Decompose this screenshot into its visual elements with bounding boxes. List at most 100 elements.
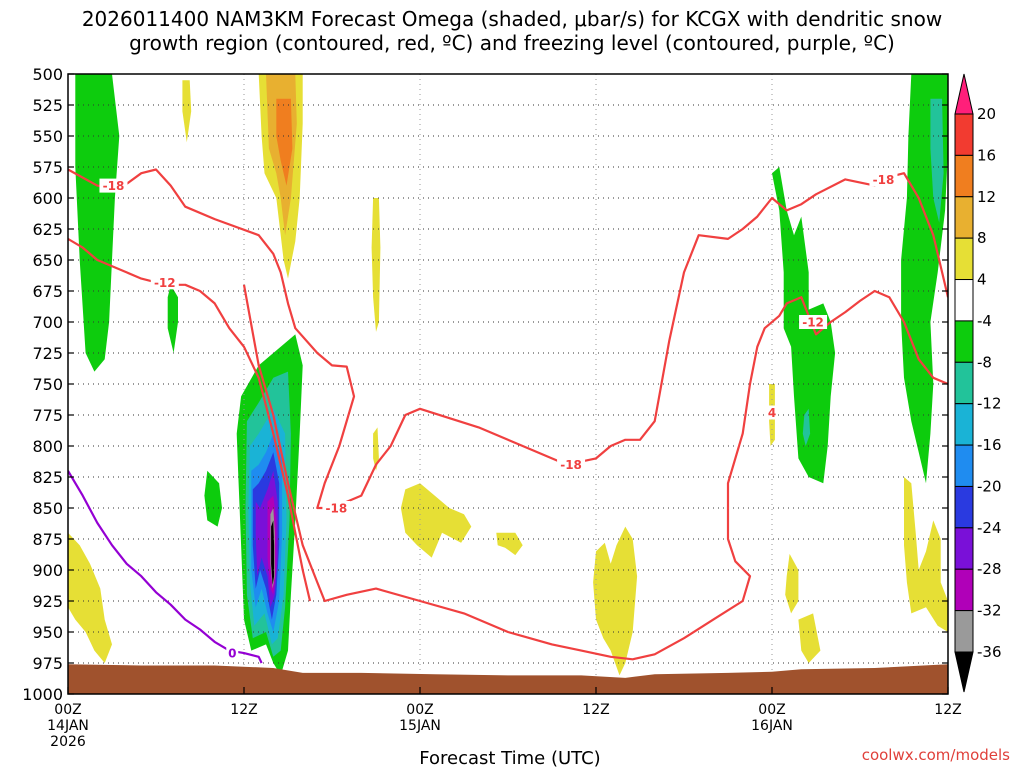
y-tick-label: 900 <box>32 561 63 580</box>
colorbar-label: 12 <box>977 188 996 206</box>
contour-label: -12 <box>154 276 176 290</box>
colorbar-swatch <box>954 568 974 612</box>
y-tick-label: 925 <box>32 592 63 611</box>
grid <box>68 74 948 694</box>
colorbar-swatch <box>954 237 974 281</box>
y-tick-label: 775 <box>32 406 63 425</box>
y-tick-label: 525 <box>32 96 63 115</box>
x-tick-label: 12Z <box>230 702 257 718</box>
x-tick-label: 14JAN <box>47 718 89 734</box>
y-axis: 500 525 550 575 600 625 650 675 700 725 750 775 800 8… <box>22 65 948 704</box>
chart-title-line2: growth region (contoured, red, ºC) and f… <box>129 31 895 55</box>
colorbar-label: -36 <box>977 643 1002 661</box>
contour-label-bg <box>226 646 239 661</box>
omega-pos4-b <box>371 198 381 332</box>
x-tick-label: 12Z <box>934 702 961 718</box>
contour-label-bg <box>557 457 586 472</box>
omega-pos4-j <box>798 613 821 663</box>
y-tick-label: 700 <box>32 313 63 332</box>
contour-label-bg <box>322 501 351 515</box>
credit-text: coolwx.com/models <box>862 746 1010 764</box>
colorbar-swatch <box>954 361 974 405</box>
colorbar-swatch <box>954 527 974 570</box>
colorbar-label: -28 <box>977 560 1002 578</box>
contour-dendritic-18-b <box>242 284 948 661</box>
contour-dendritic-12 <box>68 237 312 602</box>
y-tick-label: 550 <box>32 127 63 146</box>
omega-neg4-left-column <box>75 74 120 372</box>
omega-pos4-f <box>593 526 638 676</box>
colorbar-label: 16 <box>977 146 996 164</box>
omega-neg4-small-a <box>167 284 178 353</box>
colorbar: 20 16 12 8 4 -4 -8 -12 -16 -20 -24 -28 -32 -36 <box>954 73 1002 693</box>
y-tick-label: 725 <box>32 344 63 363</box>
contour-label: -18 <box>103 179 125 193</box>
y-tick-label: 500 <box>32 65 63 84</box>
contour-label: -18 <box>326 502 348 516</box>
y-tick-label: 975 <box>32 654 63 673</box>
omega-neg4-small-b <box>204 470 222 527</box>
y-tick-label: 950 <box>32 623 63 642</box>
contour-label: -18 <box>873 173 895 187</box>
colorbar-swatch <box>954 279 974 322</box>
contour-label-bg <box>869 172 898 187</box>
y-tick-label: 875 <box>32 530 63 549</box>
contour-label: 0 <box>228 647 236 661</box>
colorbar-swatch <box>954 485 974 529</box>
colorbar-label: -4 <box>977 312 992 330</box>
colorbar-swatch <box>954 444 974 487</box>
omega-pos4-i <box>785 553 799 614</box>
omega-neg36-main <box>271 520 275 585</box>
contour-label-bg <box>766 405 778 420</box>
omega-pos4-k <box>904 477 948 632</box>
x-axis-label: Forecast Time (UTC) <box>419 748 600 768</box>
y-tick-label: 850 <box>32 499 63 518</box>
chart-title-line1: 2026011400 NAM3KM Forecast Omega (shaded… <box>82 7 942 31</box>
x-tick-label: 2026 <box>50 734 86 750</box>
contour-label: -18 <box>560 458 582 472</box>
omega-pos12-upper <box>276 98 293 186</box>
colorbar-label: -8 <box>977 353 992 371</box>
contours: -18 -12 -18 -18 -18 -12 0 4 <box>68 168 948 664</box>
colorbar-swatch <box>954 196 974 239</box>
colorbar-swatch <box>954 610 974 653</box>
colorbar-bottom-triangle <box>954 651 974 693</box>
omega-pos4-d <box>400 483 472 558</box>
ground-terrain <box>68 664 948 694</box>
omega-pos4-g <box>68 532 112 663</box>
contour-dendritic-18-a <box>68 168 948 510</box>
colorbar-label: -24 <box>977 519 1002 537</box>
contour-label-bg <box>150 275 179 290</box>
colorbar-label: -12 <box>977 395 1002 413</box>
colorbar-label: -20 <box>977 477 1002 495</box>
colorbar-label: -16 <box>977 436 1002 454</box>
x-tick-label: 15JAN <box>399 718 441 734</box>
x-tick-label: 00Z <box>758 702 785 718</box>
y-tick-label: 650 <box>32 251 63 270</box>
colorbar-swatch <box>954 113 974 156</box>
colorbar-swatch <box>954 154 974 198</box>
colorbar-top-triangle <box>954 73 974 115</box>
contour-label-bg <box>799 315 828 329</box>
y-tick-label: 600 <box>32 189 63 208</box>
colorbar-swatch <box>954 320 974 363</box>
colorbar-label: -32 <box>977 602 1002 620</box>
omega-pos4-a <box>182 80 192 143</box>
colorbar-label: 8 <box>977 229 987 247</box>
y-tick-label: 575 <box>32 158 63 177</box>
y-tick-label: 800 <box>32 437 63 456</box>
colorbar-label: 20 <box>977 105 996 123</box>
y-tick-label: 625 <box>32 220 63 239</box>
plot-area <box>68 74 948 676</box>
x-tick-label: 00Z <box>54 702 81 718</box>
y-tick-label: 675 <box>32 282 63 301</box>
y-tick-label: 825 <box>32 468 63 487</box>
contour-freezing-0 <box>68 470 263 664</box>
omega-neg8-right-edge <box>930 98 944 223</box>
ground-fill <box>68 664 948 694</box>
x-tick-label: 12Z <box>582 702 609 718</box>
omega-pos4-e <box>496 532 523 556</box>
omega-pos4-c <box>373 427 379 471</box>
